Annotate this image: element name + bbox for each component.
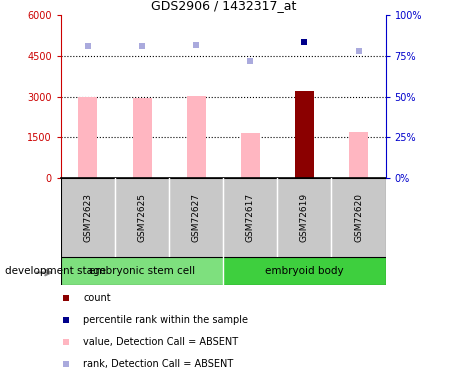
Bar xyxy=(277,178,331,257)
Bar xyxy=(223,178,277,257)
Text: percentile rank within the sample: percentile rank within the sample xyxy=(83,315,248,325)
Point xyxy=(301,39,308,45)
Point xyxy=(62,295,69,301)
Point xyxy=(355,48,362,54)
Point xyxy=(84,43,92,49)
Bar xyxy=(169,178,223,257)
Bar xyxy=(241,133,260,178)
Bar xyxy=(223,257,386,285)
Text: embryoid body: embryoid body xyxy=(265,266,344,276)
Bar xyxy=(133,98,152,178)
Text: GSM72620: GSM72620 xyxy=(354,193,363,242)
Point xyxy=(247,58,254,64)
Text: development stage: development stage xyxy=(5,266,106,276)
Text: count: count xyxy=(83,293,111,303)
Text: GSM72625: GSM72625 xyxy=(138,193,147,242)
Point xyxy=(62,339,69,345)
Text: GSM72619: GSM72619 xyxy=(300,193,309,242)
Bar xyxy=(349,132,368,178)
Text: embryonic stem cell: embryonic stem cell xyxy=(89,266,195,276)
Point xyxy=(62,317,69,323)
Bar xyxy=(115,178,169,257)
Text: value, Detection Call = ABSENT: value, Detection Call = ABSENT xyxy=(83,337,238,347)
Title: GDS2906 / 1432317_at: GDS2906 / 1432317_at xyxy=(151,0,296,12)
Bar xyxy=(78,98,97,178)
Bar xyxy=(61,257,223,285)
Bar xyxy=(295,91,314,178)
Text: rank, Detection Call = ABSENT: rank, Detection Call = ABSENT xyxy=(83,359,233,369)
Bar xyxy=(61,178,115,257)
Text: GSM72617: GSM72617 xyxy=(246,193,255,242)
Bar xyxy=(331,178,386,257)
Point xyxy=(62,361,69,367)
Point xyxy=(193,42,200,48)
Text: GSM72623: GSM72623 xyxy=(83,193,92,242)
Text: GSM72627: GSM72627 xyxy=(192,193,201,242)
Bar xyxy=(187,96,206,178)
Point xyxy=(138,43,146,49)
